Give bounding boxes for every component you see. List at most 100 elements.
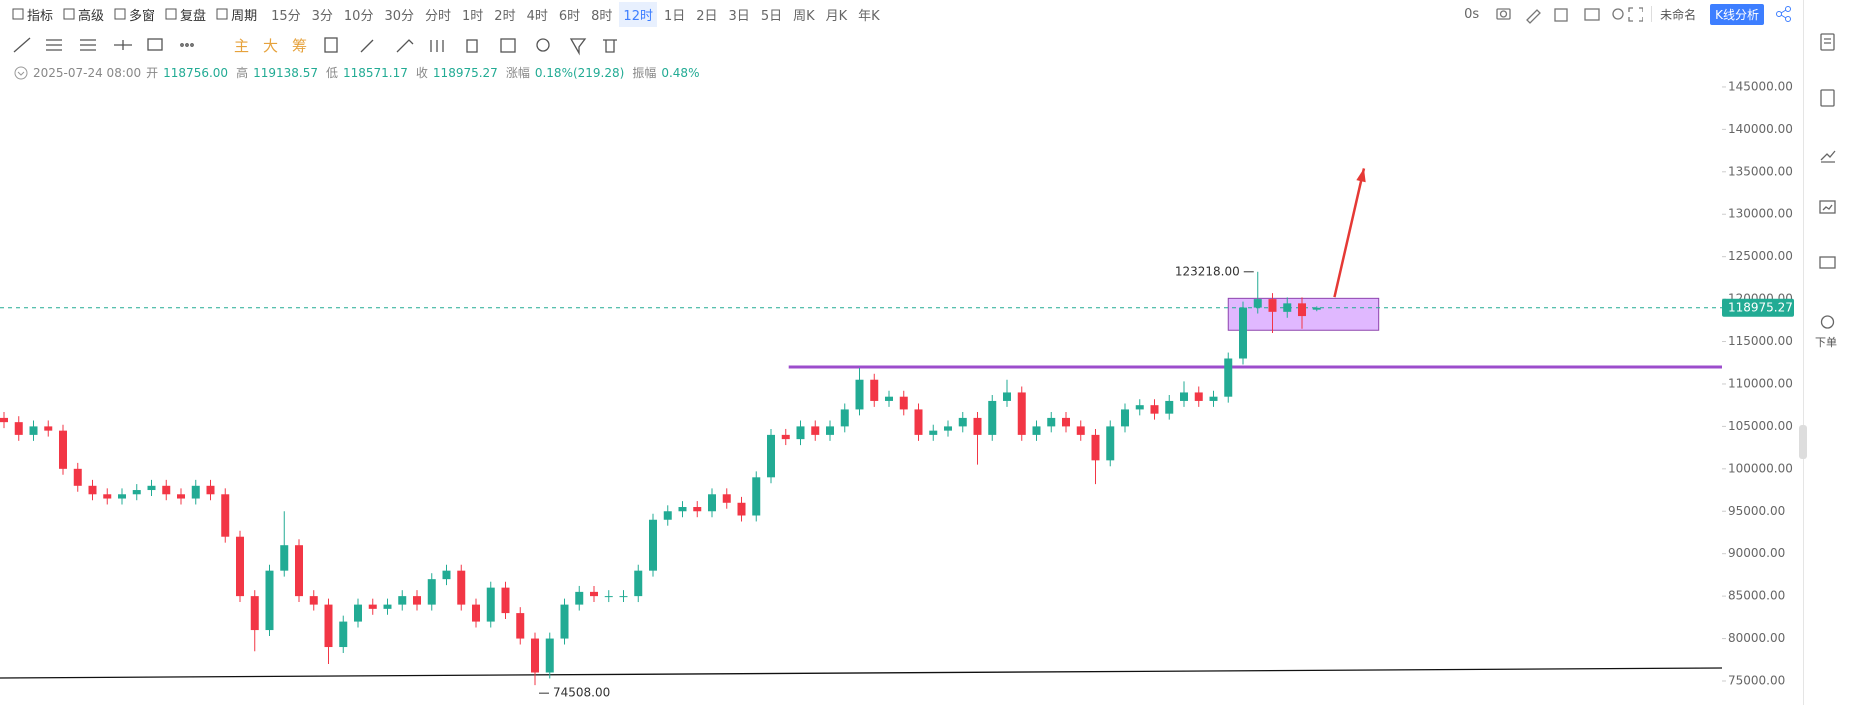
share-icon[interactable] (1774, 4, 1794, 24)
candle-body (1091, 434, 1100, 461)
candle-body (575, 591, 584, 605)
y-tick-label: 135000.00 (1728, 164, 1793, 178)
toolbar-left: 指标 高级 多窗 复盘 周期 (0, 5, 267, 24)
candle-body (722, 494, 731, 503)
trend-line (0, 667, 1722, 679)
info-date: 2025-07-24 08:00 (33, 65, 142, 80)
candle-body (1194, 392, 1203, 401)
candle-body (781, 434, 790, 440)
indicator-tool[interactable]: 大 (263, 36, 279, 55)
period-button[interactable]: 4时 (526, 8, 548, 24)
y-tick-label: 115000.00 (1728, 334, 1793, 348)
toolbar-item[interactable]: 复盘 (165, 5, 206, 24)
period-button[interactable]: 6时 (558, 8, 581, 24)
candle-body (59, 430, 67, 469)
candle-body (973, 417, 982, 435)
candle-body (752, 477, 761, 516)
candle-body (295, 545, 303, 597)
period-button[interactable]: 月K (825, 8, 848, 24)
toolbar-item[interactable]: 高级 (63, 5, 104, 24)
last-price-label: 118975.27 (1728, 300, 1793, 314)
candle-body (457, 570, 466, 605)
analysis-button[interactable]: K线分析 (1710, 3, 1764, 25)
candle-body (1239, 307, 1247, 359)
period-button[interactable]: 15分 (271, 8, 301, 24)
period-button[interactable]: 周K (793, 8, 815, 24)
candle-body (280, 545, 289, 571)
toolbar-item[interactable]: 多窗 (114, 5, 155, 24)
toolbar-item[interactable]: 指标 (12, 5, 53, 24)
info-label: 收 (415, 66, 428, 80)
candle-body (236, 536, 244, 597)
toolbar-label: 复盘 (180, 8, 207, 24)
candle-body (206, 485, 215, 495)
candle-body (177, 494, 185, 499)
period-button[interactable]: 3分 (311, 8, 333, 24)
y-tick-label: 140000.00 (1728, 122, 1793, 136)
candle-body (472, 604, 480, 622)
period-button[interactable]: 8时 (591, 8, 613, 24)
arrow-line (1333, 168, 1366, 298)
candle-body (663, 511, 672, 520)
collapse-handle[interactable] (1799, 425, 1807, 459)
candle-body (413, 596, 421, 605)
candle-body (531, 638, 539, 673)
candle-body (368, 604, 377, 609)
candle-body (1106, 426, 1115, 461)
candle-body (309, 596, 318, 605)
period-button[interactable]: 年K (858, 8, 880, 24)
more-icons (324, 37, 618, 56)
period-button[interactable]: 分时 (425, 8, 452, 24)
period-button[interactable]: 30分 (384, 8, 414, 24)
divider (1651, 6, 1653, 22)
candle-body (870, 379, 879, 401)
candle-body (796, 426, 805, 440)
candle-body (1121, 409, 1129, 427)
period-button[interactable]: 2日 (696, 8, 718, 24)
toolbar-item[interactable]: 周期 (216, 5, 257, 24)
candle-body (708, 494, 716, 512)
candle-body (545, 638, 554, 673)
candle-body (693, 507, 702, 512)
sidebar-icons (1819, 33, 1836, 329)
candle-body (767, 434, 775, 478)
period-button[interactable]: 5日 (760, 8, 783, 24)
candle-body (678, 507, 687, 512)
candle-body (191, 485, 200, 499)
candle-body (250, 596, 259, 631)
indicator-tool[interactable]: 筹 (292, 36, 308, 55)
candle-body (590, 591, 598, 597)
candle-body (634, 570, 643, 597)
y-tick-label: 95000.00 (1728, 504, 1785, 518)
period-button[interactable]: 12时 (619, 1, 657, 27)
draw-icons (13, 37, 194, 53)
low-label: 74508.00 (553, 686, 610, 700)
candle-body (147, 485, 156, 491)
candle-body (501, 587, 510, 614)
indicator-tool[interactable]: 主 (234, 36, 250, 55)
chart: 75000.00 80000.00 85000.00 90000.00 95000.00… (0, 79, 1794, 700)
candle-body (1209, 396, 1218, 401)
period-button[interactable]: 1时 (462, 8, 484, 24)
arrow-head (1356, 168, 1366, 183)
candle-body (885, 396, 893, 401)
toolbar-label: 高级 (78, 8, 105, 24)
y-tick-label: 125000.00 (1728, 249, 1793, 263)
collapse-icon[interactable] (14, 66, 28, 80)
candle-body (1180, 392, 1188, 401)
info-label: 低 (325, 66, 338, 80)
y-tick-label: 85000.00 (1728, 589, 1785, 603)
period-button[interactable]: 3日 (728, 8, 750, 24)
candle-body (103, 494, 112, 499)
order-button[interactable]: 下单 (1815, 336, 1837, 349)
period-button[interactable]: 1日 (663, 8, 686, 24)
period-button[interactable]: 2时 (494, 8, 516, 24)
toolbar-icons (1496, 7, 1644, 24)
layout-name[interactable]: 未命名 (1660, 7, 1697, 22)
candle-body (1283, 303, 1292, 312)
candle-body (14, 422, 23, 435)
period-button[interactable]: 10分 (343, 8, 374, 24)
icon (114, 8, 126, 20)
candle-body (132, 490, 141, 495)
info-label: 开 (146, 66, 159, 80)
